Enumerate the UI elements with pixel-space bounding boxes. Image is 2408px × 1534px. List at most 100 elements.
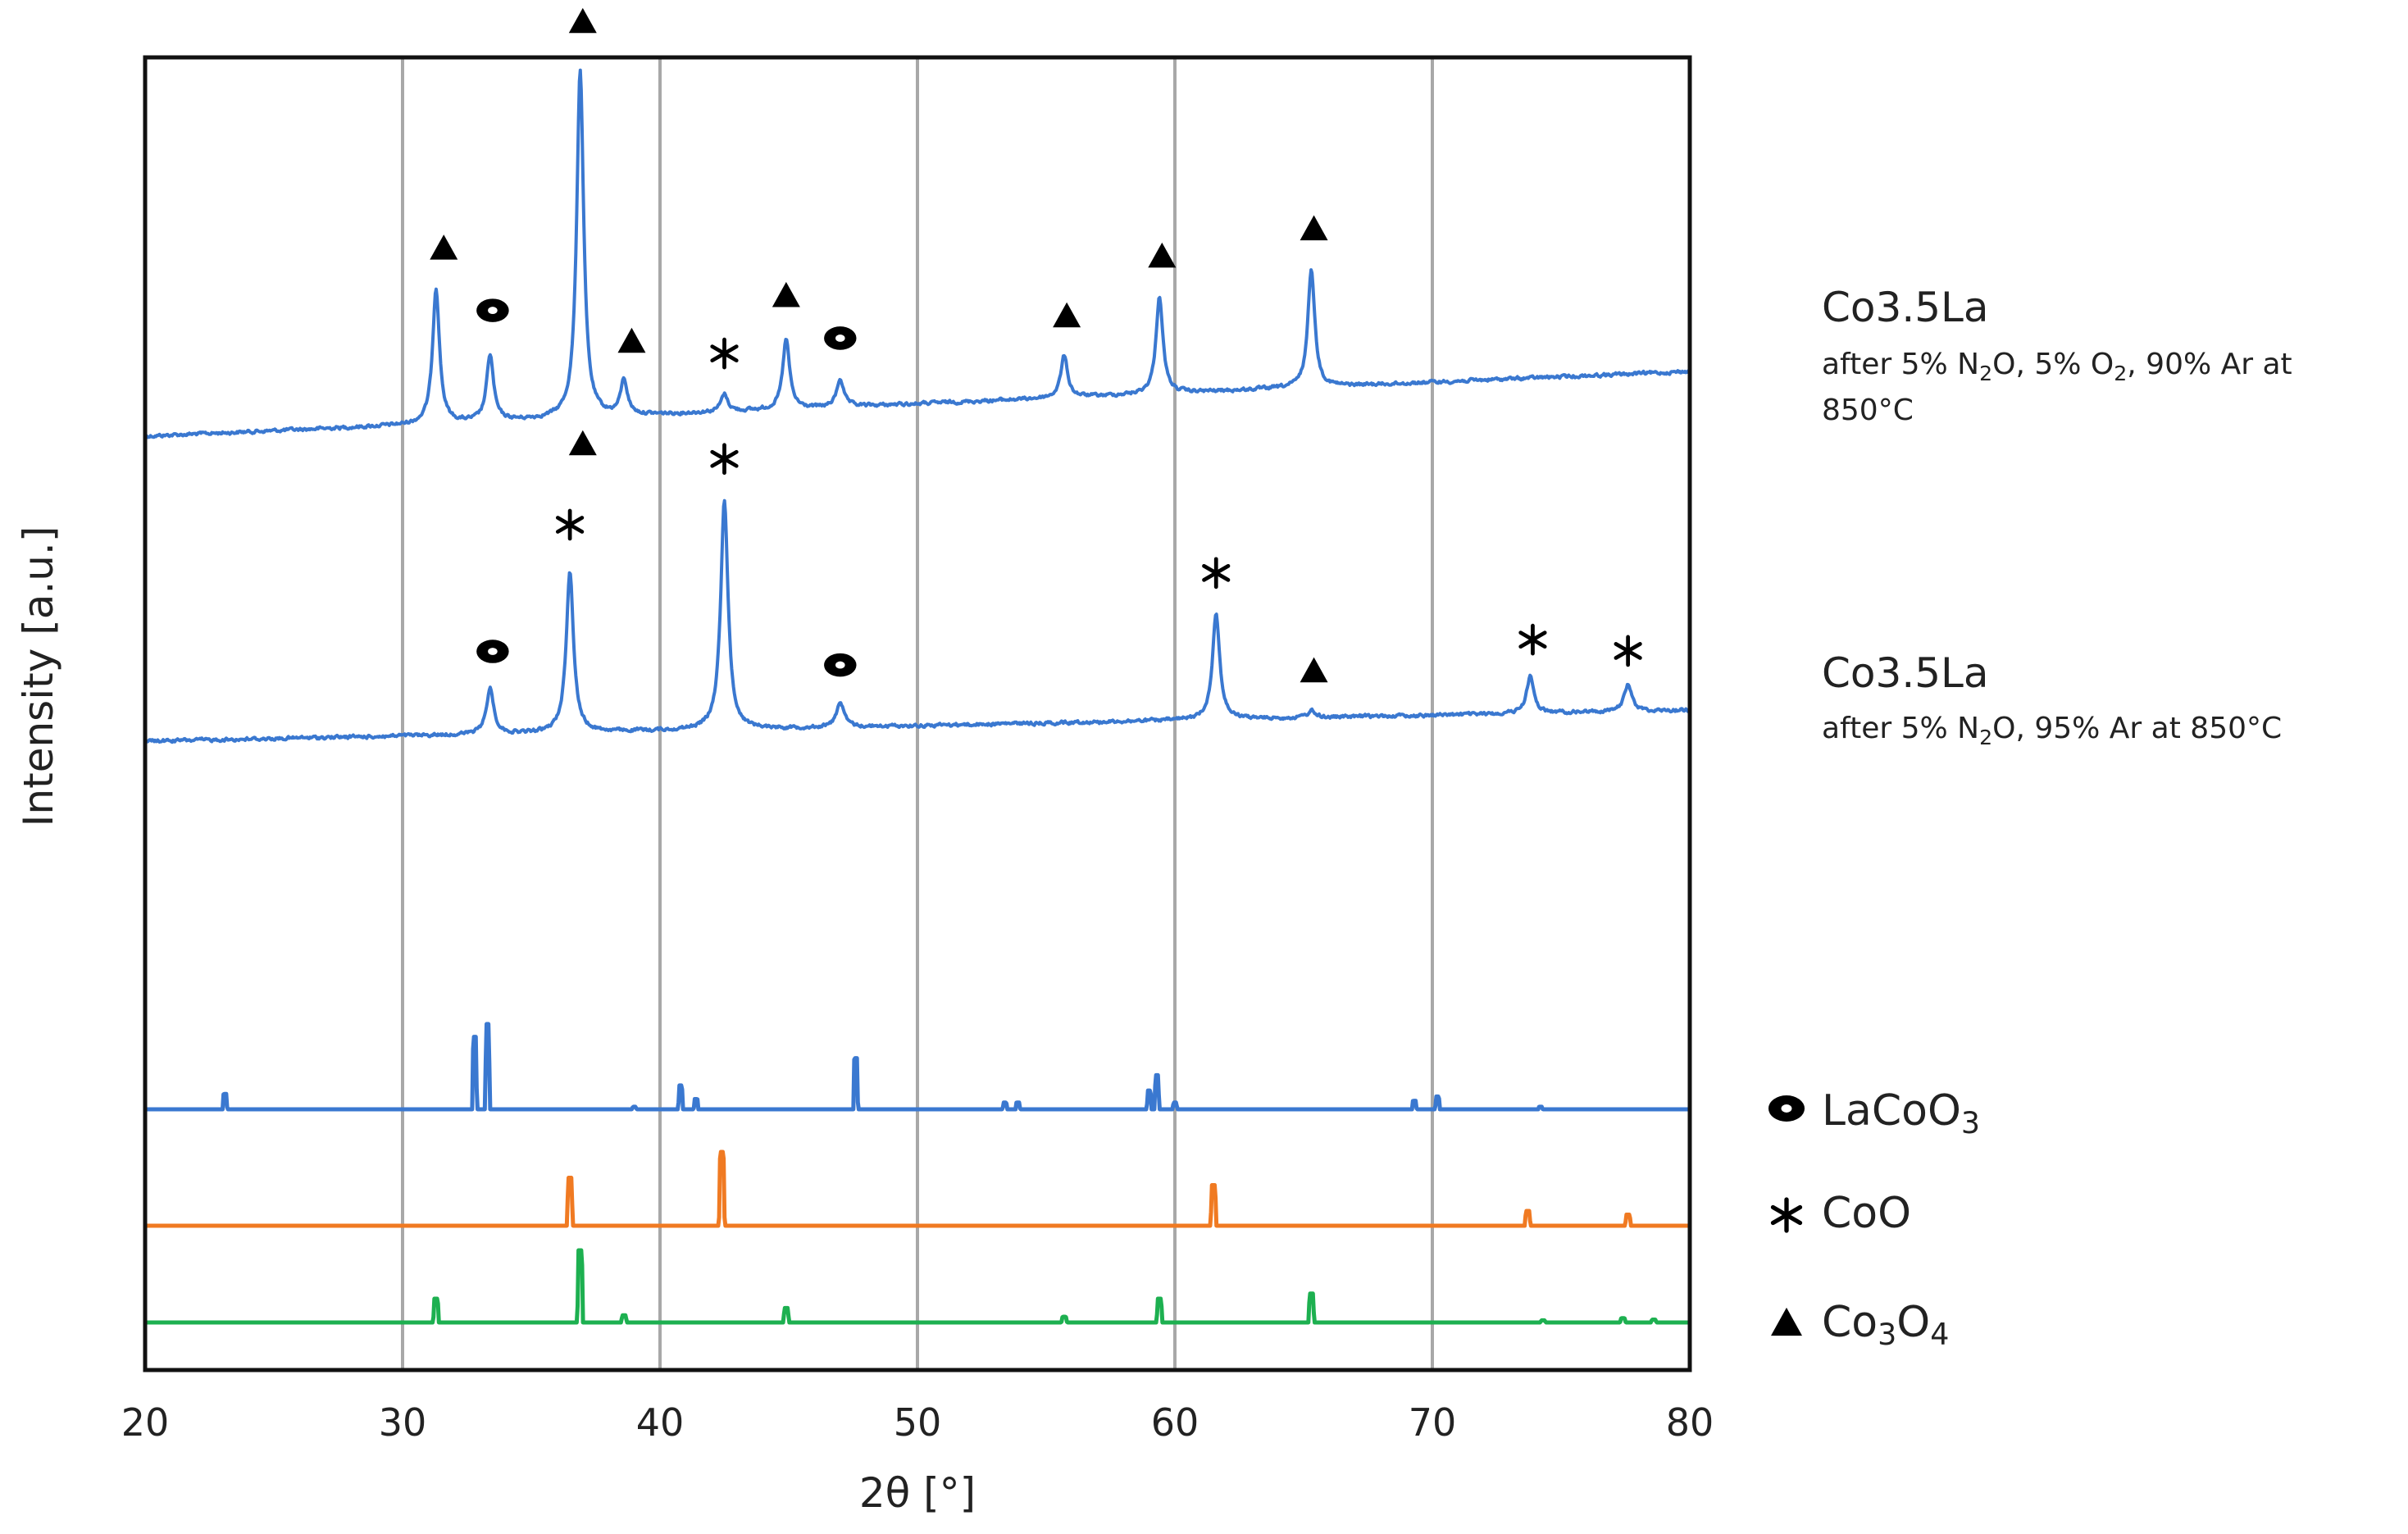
peak-point	[1158, 1297, 1161, 1300]
peak-point	[1436, 1095, 1439, 1098]
triangle-marker	[1300, 657, 1328, 683]
x-tick-labels: 20 30 40 50 60 70 80	[121, 1400, 1714, 1445]
legend-item-lacoo3: LaCoO3	[1768, 1086, 1980, 1140]
peak-point	[1212, 1184, 1215, 1187]
series-line	[143, 1149, 1691, 1228]
circle-marker-hole	[488, 307, 498, 315]
series-line	[143, 1022, 1691, 1112]
peak-point	[839, 700, 842, 703]
triangle-marker	[772, 281, 800, 307]
peak-point	[223, 1092, 226, 1095]
triangle-marker	[1148, 242, 1177, 268]
asterisk-stroke	[555, 516, 585, 534]
legend-label-subscript: 3	[1961, 1105, 1980, 1140]
sample-name: Co3.5La	[1822, 649, 1989, 697]
triangle-marker	[617, 327, 646, 353]
y-axis-title: Intensity [a.u.]	[15, 526, 62, 827]
legend: LaCoO3 CoO Co3O4	[1768, 1086, 1980, 1352]
peak-point	[622, 1313, 626, 1317]
legend-item-coo: CoO	[1770, 1189, 1911, 1238]
plot-frame	[143, 55, 1692, 1372]
circle-marker	[476, 640, 509, 663]
asterisk-marker	[1614, 635, 1642, 667]
peak-point	[723, 393, 726, 396]
circle-marker	[824, 653, 857, 677]
legend-label: LaCoO3	[1822, 1086, 1980, 1140]
triangle-marker	[1053, 302, 1081, 328]
x-tick-label: 60	[1151, 1400, 1199, 1445]
peak-point	[1309, 709, 1313, 712]
series-coo	[143, 1149, 1691, 1228]
x-tick-label: 20	[121, 1400, 170, 1445]
condition-part: O, 95% Ar at 850°C	[1992, 712, 2282, 745]
peak-point	[1652, 1318, 1655, 1321]
asterisk-stroke	[1518, 630, 1547, 649]
peak-point	[1413, 1099, 1416, 1103]
peak-point	[1526, 1209, 1529, 1213]
condition-part: after 5% N	[1822, 712, 1979, 745]
asterisk-stroke	[710, 344, 739, 363]
triangle-marker	[1300, 215, 1328, 241]
legend-label-subscript: 3	[1878, 1317, 1896, 1352]
circle-marker	[1768, 1095, 1805, 1122]
legend-label-part: Co	[1822, 1298, 1878, 1347]
peak-point	[1539, 1105, 1542, 1108]
peak-point	[720, 1150, 723, 1154]
circle-marker-hole	[1781, 1104, 1792, 1113]
sample-name: Co3.5La	[1822, 284, 1989, 331]
peak-point	[1158, 294, 1161, 298]
peak-point	[1063, 1315, 1066, 1318]
asterisk-marker	[1518, 623, 1547, 656]
triangle-marker	[430, 234, 458, 260]
peak-point	[568, 1177, 571, 1180]
peak-point	[1627, 682, 1630, 685]
sample-label-o2: Co3.5La after 5% N2O, 5% O2, 90% Ar at 8…	[1822, 284, 2292, 427]
legend-circle-icon	[1768, 1095, 1805, 1122]
asterisk-marker	[555, 508, 585, 541]
triangle-marker	[568, 430, 597, 456]
x-tick-label: 40	[636, 1400, 685, 1445]
triangle-marker	[568, 7, 597, 34]
series-line	[143, 68, 1691, 439]
peak-point	[622, 380, 626, 383]
sample-condition: after 5% N2O, 95% Ar at 850°C	[1822, 712, 2282, 749]
diffraction-traces	[143, 68, 1691, 1325]
peak-point	[1621, 1317, 1624, 1320]
x-tick-label: 30	[379, 1400, 427, 1445]
peak-point	[1004, 1101, 1007, 1104]
condition-subscript: 2	[2114, 362, 2127, 385]
triangle-marker	[1771, 1307, 1802, 1336]
peak-point	[694, 1098, 698, 1101]
x-tick-label: 70	[1409, 1400, 1457, 1445]
circle-marker-hole	[835, 335, 845, 342]
peak-point	[1627, 1213, 1630, 1217]
asterisk-stroke	[1202, 563, 1231, 582]
asterisk-marker	[710, 337, 739, 370]
peak-point	[839, 377, 842, 380]
peak-point	[1155, 1073, 1158, 1077]
peak-point	[679, 1084, 682, 1087]
peak-point	[579, 68, 582, 71]
circle-marker	[824, 326, 857, 350]
peak-point	[633, 1105, 636, 1108]
peak-point	[486, 1022, 489, 1026]
peak-point	[473, 1036, 476, 1039]
series-co3-5la	[143, 68, 1691, 439]
peak-point	[785, 338, 788, 341]
legend-asterisk-icon	[1770, 1197, 1803, 1233]
sample-label-n2o: Co3.5La after 5% N2O, 95% Ar at 850°C	[1822, 649, 2282, 749]
legend-label-part: LaCoO	[1822, 1086, 1961, 1136]
asterisk-marker	[1202, 557, 1231, 589]
peak-markers	[430, 7, 1642, 683]
peak-point	[723, 498, 726, 502]
series-co3o4	[143, 1248, 1691, 1325]
condition-part: O, 5% O	[1992, 348, 2114, 381]
x-tick-label: 80	[1666, 1400, 1714, 1445]
peak-point	[435, 1297, 438, 1300]
sample-condition-line2: 850°C	[1822, 394, 1914, 427]
asterisk-marker	[1770, 1197, 1803, 1233]
legend-triangle-icon	[1771, 1307, 1802, 1336]
condition-subscript: 2	[1979, 726, 1992, 749]
